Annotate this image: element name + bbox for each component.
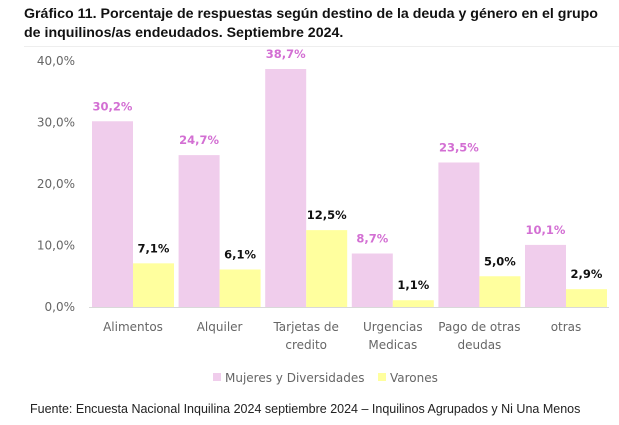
bar-mujeres	[178, 155, 220, 307]
data-label: 12,5%	[307, 208, 347, 222]
x-tick-label: otras	[551, 320, 582, 334]
title-separator	[24, 46, 619, 47]
x-tick-label: deudas	[457, 338, 501, 352]
legend-swatch	[213, 373, 221, 381]
y-tick-label: 0,0%	[45, 300, 76, 314]
bar-chart: 0,0% 10,0% 20,0% 30,0% 40,0% 30,2% 24,7% 38,7%…	[37, 47, 609, 385]
x-tick-label: Alimentos	[103, 320, 163, 334]
bar-mujeres	[265, 68, 307, 308]
bar-mujeres	[92, 121, 133, 308]
data-label: 1,1%	[397, 278, 429, 292]
data-label: 2,9%	[571, 267, 603, 281]
y-tick-label: 10,0%	[37, 239, 75, 253]
legend-swatch	[378, 373, 386, 381]
y-axis: 0,0% 10,0% 20,0% 30,0% 40,0%	[37, 54, 609, 314]
source-note: Fuente: Encuesta Nacional Inquilina 2024…	[30, 402, 581, 416]
y-tick-label: 30,0%	[37, 116, 75, 130]
bar-mujeres	[525, 244, 566, 307]
data-label: 8,7%	[356, 231, 388, 245]
chart-title: Gráfico 11. Porcentaje de respuestas seg…	[24, 6, 598, 41]
bar-varones	[133, 263, 174, 307]
bars	[92, 68, 607, 308]
legend-label: Mujeres y Diversidades	[225, 371, 365, 385]
data-label: 5,0%	[484, 254, 516, 268]
bar-varones	[219, 269, 261, 307]
x-tick-label: Urgencias	[363, 320, 423, 334]
data-label: 23,5%	[439, 140, 479, 154]
bar-varones	[306, 230, 348, 307]
data-label: 24,7%	[179, 133, 219, 147]
x-tick-label: credito	[285, 338, 327, 352]
y-tick-label: 40,0%	[37, 54, 75, 68]
data-label: 10,1%	[526, 223, 566, 237]
bar-varones	[392, 300, 434, 307]
data-label: 30,2%	[93, 99, 133, 113]
bar-varones	[566, 289, 607, 307]
x-tick-label: Medicas	[368, 338, 417, 352]
x-tick-label: Tarjetas de	[272, 320, 338, 334]
data-labels: 30,2% 24,7% 38,7% 8,7% 23,5% 10,1% 7,1% 6,1% 12,…	[93, 47, 603, 292]
legend: Mujeres y Diversidades Varones	[213, 371, 438, 385]
bar-mujeres	[351, 253, 393, 307]
y-tick-label: 20,0%	[37, 177, 75, 191]
bar-varones	[479, 276, 521, 307]
x-tick-label: Pago de otras	[438, 320, 520, 334]
bar-mujeres	[438, 162, 480, 307]
x-axis: Alimentos Alquiler Tarjetas de credito Urgen…	[103, 320, 581, 352]
data-label: 38,7%	[266, 47, 306, 61]
legend-label: Varones	[390, 371, 438, 385]
data-label: 6,1%	[224, 247, 256, 261]
x-tick-label: Alquiler	[197, 320, 243, 334]
data-label: 7,1%	[138, 241, 170, 255]
